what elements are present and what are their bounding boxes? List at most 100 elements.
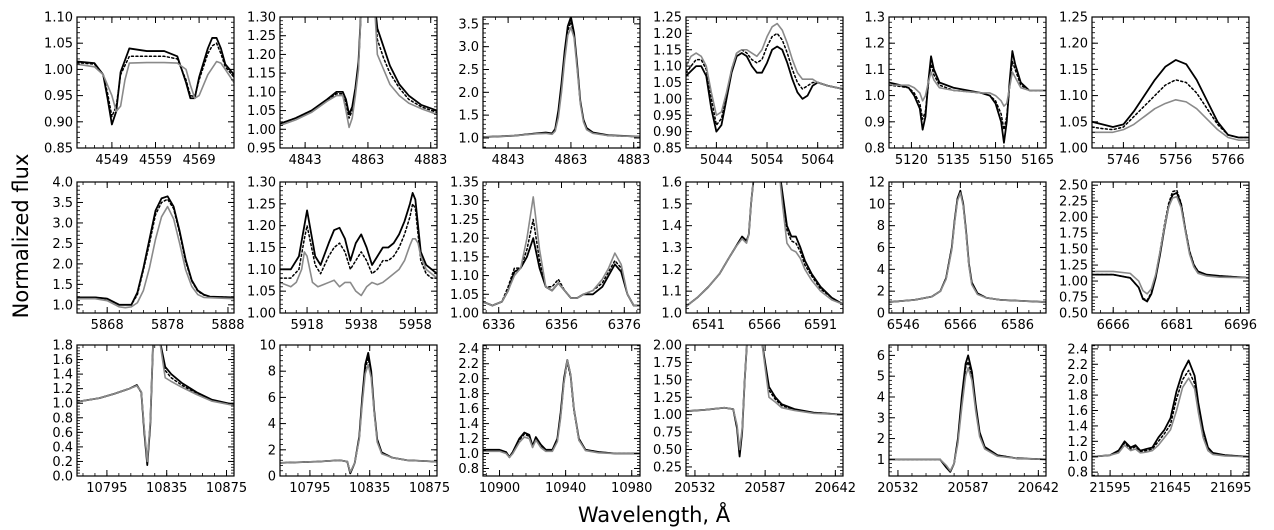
x-axis-title: Wavelength, Å (578, 501, 731, 527)
y-tick-label: 1.4 (661, 219, 682, 234)
y-tick-label: 1.0 (458, 131, 479, 146)
y-tick-label: 1.8 (52, 339, 73, 354)
y-tick-label: 1.25 (1059, 259, 1088, 274)
panel-18-series-dotted (1092, 369, 1249, 458)
y-tick-label: 0.6 (52, 426, 73, 441)
y-tick-label: 1.8 (458, 387, 479, 402)
y-tick-label: 1.25 (450, 213, 479, 228)
y-tick-label: 1.6 (1067, 404, 1088, 419)
panel-17: 20532 20587 20642 1 2 3 4 5 6 (877, 344, 1059, 496)
panel-10-frame (685, 181, 844, 314)
panel-5-series-black (889, 50, 1046, 144)
y-tick-label: 10 (259, 339, 276, 354)
panel-17-series-dotted (889, 360, 1046, 473)
x-tick-label: 5120 (895, 153, 928, 168)
y-tick-label: 1.00 (247, 307, 276, 322)
panel-8-series-gray (280, 237, 437, 297)
panel-14-frame (279, 344, 438, 477)
x-tick-label: 6376 (608, 318, 641, 333)
panel-5: 5120 5135 5150 5165 0.8 0.9 1.0 1.1 1.2 1.3 (864, 11, 1054, 169)
y-tick-label: 2.0 (458, 86, 479, 101)
y-tick-label: 1.0 (864, 89, 885, 104)
y-tick-label: 0.8 (52, 411, 73, 426)
panel-3-series-gray (483, 26, 640, 138)
y-tick-label: 1.10 (450, 269, 479, 284)
y-tick-label: 1.15 (1059, 63, 1088, 78)
y-tick-label: 0.95 (44, 89, 73, 104)
y-tick-label: 1.1 (864, 63, 885, 78)
y-tick-label: 1.00 (1059, 275, 1088, 290)
y-tick-label: 1.6 (458, 402, 479, 417)
panel-12-series-black (1092, 191, 1249, 303)
x-tick-label: 4863 (351, 153, 384, 168)
panel-12: 6666 6681 6696 0.500.751.001.251.501.752.00… (1059, 179, 1257, 333)
y-tick-label: 0.85 (653, 142, 682, 157)
x-tick-label: 4569 (183, 153, 216, 168)
y-tick-label: 0 (268, 470, 276, 485)
x-tick-label: 4883 (414, 153, 447, 168)
y-tick-label: 0.95 (653, 109, 682, 124)
panel-6: 5746 5756 5766 1.00 1.05 1.10 1.15 1.20 1.25 (1059, 11, 1250, 168)
y-tick-label: 1.8 (1067, 389, 1088, 404)
y-tick-label: 1.20 (450, 232, 479, 247)
y-tick-label: 1.05 (1059, 115, 1088, 130)
y-tick-label: 1.1 (661, 285, 682, 300)
panel-15-series-gray (483, 359, 640, 459)
panel-2-frame (279, 16, 438, 149)
y-tick-label: 0.50 (1059, 307, 1088, 322)
x-tick-label: 20587 (744, 481, 785, 496)
y-tick-label: 1.15 (653, 43, 682, 58)
panel-16-frame (685, 344, 844, 477)
y-tick-label: 0.75 (1059, 291, 1088, 306)
panel-9-series-black (483, 237, 640, 307)
y-tick-label: 1.00 (44, 63, 73, 78)
y-tick-label: 1.20 (653, 27, 682, 42)
x-tick-label: 10900 (479, 481, 520, 496)
x-tick-label: 5064 (801, 153, 834, 168)
x-tick-label: 21695 (1210, 481, 1251, 496)
y-tick-label: 2.25 (1059, 195, 1088, 210)
y-tick-label: 0.4 (52, 440, 73, 455)
y-tick-label: 1.5 (661, 197, 682, 212)
panel-9-series-gray (483, 196, 640, 307)
x-tick-label: 10875 (206, 481, 247, 496)
panel-3-frame (482, 16, 641, 149)
y-tick-label: 1.05 (653, 76, 682, 91)
y-tick-label: 1.00 (653, 92, 682, 107)
y-tick-label: 1.30 (450, 194, 479, 209)
y-tick-label: 1.20 (247, 219, 276, 234)
y-tick-label: 1.0 (1067, 450, 1088, 465)
panel-1-frame (76, 16, 235, 149)
y-tick-label: 1.30 (247, 176, 276, 191)
panel-16-series-gray (686, 345, 843, 451)
y-tick-label: 1.10 (1059, 89, 1088, 104)
y-tick-label: 1.10 (247, 263, 276, 278)
y-tick-label: 1.00 (450, 307, 479, 322)
panel-3-series-black (483, 17, 640, 138)
panel-4-series-dotted (686, 32, 843, 126)
panel-15: 10900 10940 10980 0.81.01.21.41.61.82.02.22… (458, 342, 652, 496)
x-tick-label: 6696 (1224, 318, 1257, 333)
x-tick-label: 6566 (944, 318, 977, 333)
x-tick-label: 6666 (1097, 318, 1130, 333)
x-tick-label: 5054 (750, 153, 783, 168)
panel-18: 21595 21645 21695 0.81.01.21.41.61.82.02.22… (1067, 342, 1251, 496)
y-tick-label: 1.6 (52, 353, 73, 368)
x-tick-label: 4863 (554, 153, 587, 168)
panel-18-series-black (1092, 359, 1249, 458)
y-tick-label: 0 (877, 307, 885, 322)
panel-6-series-black (1092, 59, 1249, 139)
y-tick-label: 0.50 (653, 443, 682, 458)
x-tick-label: 10795 (86, 481, 127, 496)
y-tick-label: 12 (868, 176, 885, 191)
panel-10: 6541 6566 6591 1.0 1.1 1.2 1.3 1.4 1.5 1.6 (661, 176, 844, 333)
panel-13: 10795 10835 108750.00.20.40.60.81.01.21.41… (52, 339, 247, 497)
x-tick-label: 4549 (95, 153, 128, 168)
y-tick-label: 2.5 (458, 63, 479, 78)
panel-8: 5918 5938 5958 1.00 1.05 1.10 1.15 1.20 1.25 1.30 (247, 176, 438, 333)
x-tick-label: 6356 (545, 318, 578, 333)
panel-6-series-gray (1092, 98, 1249, 141)
panel-7-frame (76, 181, 235, 314)
y-tick-label: 2.00 (653, 339, 682, 354)
